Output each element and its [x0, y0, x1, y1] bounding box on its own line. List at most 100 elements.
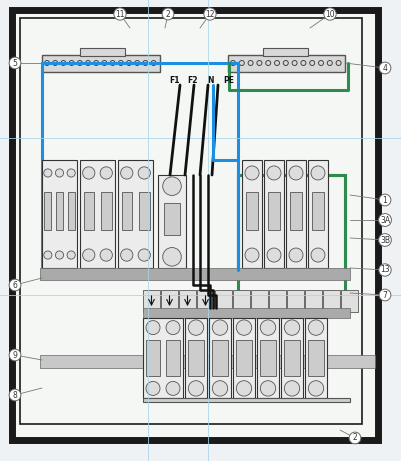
Bar: [143, 398, 350, 402]
Bar: [40, 268, 350, 280]
Text: 10: 10: [325, 10, 335, 18]
Bar: [139, 192, 150, 230]
Text: PE: PE: [223, 76, 235, 84]
Bar: [143, 308, 350, 318]
Text: 3A: 3A: [380, 215, 390, 225]
Circle shape: [308, 381, 324, 396]
Bar: [238, 175, 345, 310]
Circle shape: [83, 167, 95, 179]
Text: 5: 5: [12, 59, 17, 67]
Bar: [257, 318, 279, 398]
Bar: [101, 192, 111, 230]
Bar: [80, 160, 115, 268]
Circle shape: [236, 320, 252, 335]
Bar: [118, 160, 153, 268]
Circle shape: [163, 177, 181, 195]
Circle shape: [245, 248, 259, 262]
Bar: [42, 63, 238, 270]
Circle shape: [236, 381, 252, 396]
Text: 4: 4: [383, 64, 387, 72]
Circle shape: [138, 249, 150, 261]
Text: 1: 1: [383, 195, 387, 205]
Bar: [286, 160, 306, 268]
Bar: [341, 290, 358, 312]
Bar: [305, 318, 327, 398]
Circle shape: [311, 166, 325, 180]
Circle shape: [212, 381, 228, 396]
Circle shape: [267, 166, 281, 180]
Circle shape: [44, 169, 52, 177]
Bar: [268, 192, 280, 230]
Bar: [246, 192, 258, 230]
Bar: [308, 340, 324, 376]
Bar: [212, 340, 228, 376]
Circle shape: [121, 167, 133, 179]
Circle shape: [245, 166, 259, 180]
Bar: [188, 340, 204, 376]
Circle shape: [260, 320, 276, 335]
Circle shape: [67, 251, 75, 259]
Bar: [251, 290, 268, 312]
Bar: [209, 318, 231, 398]
Text: 12: 12: [205, 10, 215, 18]
Circle shape: [212, 320, 228, 335]
Text: 8: 8: [12, 390, 17, 400]
Bar: [80, 48, 125, 56]
Circle shape: [260, 381, 276, 396]
Text: F2: F2: [188, 76, 198, 84]
Bar: [143, 290, 160, 312]
Bar: [228, 55, 345, 72]
Bar: [233, 318, 255, 398]
Circle shape: [166, 381, 180, 396]
Bar: [56, 192, 63, 230]
Bar: [42, 55, 160, 72]
Bar: [287, 290, 304, 312]
Circle shape: [284, 320, 300, 335]
Bar: [233, 290, 250, 312]
Bar: [185, 318, 207, 398]
Circle shape: [166, 320, 180, 335]
Bar: [305, 290, 322, 312]
Circle shape: [163, 248, 181, 266]
Circle shape: [284, 381, 300, 396]
Bar: [143, 318, 183, 398]
Text: 7: 7: [383, 290, 387, 300]
Bar: [312, 192, 324, 230]
Bar: [263, 48, 308, 56]
Circle shape: [289, 166, 303, 180]
Bar: [42, 160, 77, 268]
Circle shape: [146, 320, 160, 335]
Bar: [197, 290, 214, 312]
Circle shape: [308, 320, 324, 335]
Bar: [68, 192, 75, 230]
Circle shape: [100, 167, 112, 179]
Bar: [166, 340, 180, 376]
Bar: [323, 290, 340, 312]
Bar: [158, 175, 186, 268]
Bar: [45, 192, 51, 230]
Text: F1: F1: [170, 76, 180, 84]
Bar: [242, 160, 262, 268]
Circle shape: [83, 249, 95, 261]
Text: 11: 11: [115, 10, 125, 18]
Circle shape: [289, 248, 303, 262]
Text: 3B: 3B: [380, 236, 390, 244]
Text: 2: 2: [352, 433, 357, 443]
Bar: [260, 340, 276, 376]
Circle shape: [55, 169, 64, 177]
Text: 2: 2: [166, 10, 170, 18]
Bar: [40, 355, 375, 368]
Bar: [236, 340, 252, 376]
Circle shape: [188, 320, 204, 335]
Circle shape: [311, 248, 325, 262]
Bar: [164, 203, 180, 236]
Text: 9: 9: [12, 350, 17, 360]
Bar: [20, 18, 362, 424]
Bar: [281, 318, 303, 398]
Circle shape: [67, 169, 75, 177]
Bar: [179, 290, 196, 312]
Bar: [264, 160, 284, 268]
Bar: [290, 192, 302, 230]
Text: 13: 13: [380, 266, 390, 274]
Circle shape: [121, 249, 133, 261]
